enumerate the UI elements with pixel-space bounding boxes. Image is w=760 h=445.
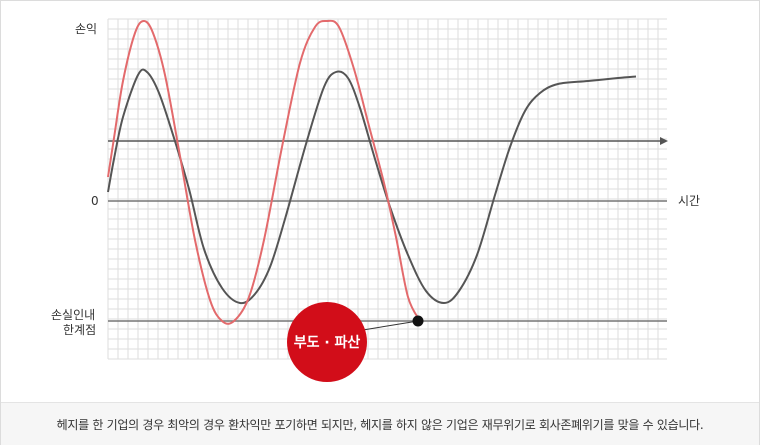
grid xyxy=(107,18,667,360)
bankruptcy-point-marker xyxy=(412,315,424,327)
series xyxy=(107,19,637,325)
loss-limit-label-line1: 손실인내 xyxy=(51,308,96,322)
x-axis-label: 시간 xyxy=(678,194,701,208)
y-axis-label: 손익 xyxy=(75,22,98,36)
hedge-reference-arrow xyxy=(660,137,668,145)
bankruptcy-badge xyxy=(287,302,367,382)
unhedged-series-line xyxy=(107,19,421,325)
hedged-series-line xyxy=(107,68,637,305)
badge-connector xyxy=(362,320,419,331)
hedge-profit-loss-chart xyxy=(107,18,668,382)
loss-limit-label-line2: 한계점 xyxy=(63,323,97,337)
zero-tick-label: 0 xyxy=(91,194,99,208)
caption-text: 헤지를 한 기업의 경우 최악의 경우 환차익만 포기하면 되지만, 헤지를 하… xyxy=(56,417,704,432)
caption-bar: 헤지를 한 기업의 경우 최악의 경우 환차익만 포기하면 되지만, 헤지를 하… xyxy=(1,402,759,445)
bankruptcy-badge-layer xyxy=(287,302,424,382)
